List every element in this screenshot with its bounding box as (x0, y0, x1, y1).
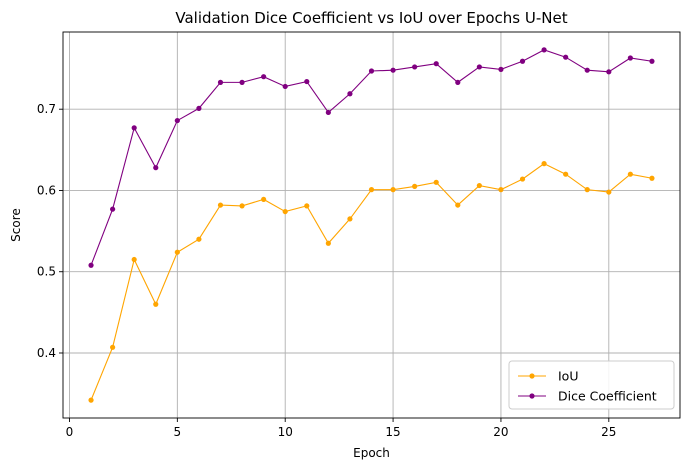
data-point-dice-coefficient (88, 262, 94, 268)
data-point-dice-coefficient (131, 125, 137, 131)
data-point-iou (368, 187, 375, 193)
series-iou (88, 161, 655, 403)
data-point-iou (217, 202, 224, 208)
data-point-dice-coefficient (412, 64, 418, 70)
data-point-iou (110, 344, 116, 350)
x-tick-label: 0 (66, 425, 74, 439)
x-tick-label: 25 (601, 425, 616, 439)
data-point-dice-coefficient (541, 47, 547, 53)
x-axis-title: Epoch (353, 446, 390, 460)
y-tick-label: 0.4 (37, 346, 56, 360)
legend-swatch-marker (529, 373, 535, 379)
data-point-iou (606, 189, 612, 195)
x-tick-label: 5 (174, 425, 182, 439)
data-point-iou (519, 176, 526, 182)
data-point-iou (325, 240, 331, 246)
y-tick-label: 0.5 (37, 265, 56, 279)
data-point-iou (584, 187, 590, 193)
data-point-iou (412, 183, 418, 189)
x-tick-label: 10 (278, 425, 293, 439)
data-point-dice-coefficient (390, 67, 396, 73)
y-tick-label: 0.7 (37, 102, 56, 116)
legend-box (508, 360, 675, 410)
legend: IoU Dice Coefficient (508, 360, 675, 410)
data-point-dice-coefficient (455, 79, 461, 85)
data-point-dice-coefficient (584, 67, 590, 73)
data-point-iou (239, 203, 245, 209)
data-point-iou (282, 208, 288, 215)
data-point-iou (476, 182, 482, 189)
data-point-dice-coefficient (347, 91, 353, 97)
data-point-dice-coefficient (174, 117, 180, 124)
data-point-iou (541, 161, 547, 167)
y-axis-title: Score (9, 208, 23, 242)
data-point-dice-coefficient (110, 206, 116, 212)
data-point-dice-coefficient (153, 165, 159, 171)
data-point-iou (174, 249, 180, 255)
data-point-iou (347, 216, 353, 222)
data-point-iou (131, 256, 137, 263)
data-point-dice-coefficient (261, 74, 267, 80)
data-point-iou (455, 202, 461, 208)
data-point-dice-coefficient (563, 54, 569, 60)
data-point-dice-coefficient (368, 68, 375, 74)
legend-label: IoU (558, 369, 578, 384)
data-point-iou (153, 301, 159, 307)
data-point-dice-coefficient (627, 55, 633, 61)
data-point-dice-coefficient (649, 58, 655, 64)
data-point-dice-coefficient (606, 69, 612, 75)
data-point-iou (433, 179, 439, 185)
data-point-iou (627, 171, 633, 177)
data-point-dice-coefficient (196, 105, 202, 111)
data-point-iou (498, 187, 504, 193)
axis-ticks: 0 5 10 15 20 25 0.4 0.5 0.6 0.7 (37, 102, 617, 439)
plot-area-frame (62, 31, 681, 419)
legend-item-dice-coefficient: Dice Coefficient (518, 389, 657, 404)
data-point-iou (261, 196, 267, 203)
data-point-dice-coefficient (239, 79, 245, 85)
data-point-iou (563, 171, 569, 177)
legend-item-iou: IoU (518, 369, 578, 384)
data-point-iou (88, 397, 94, 403)
data-point-dice-coefficient (282, 83, 288, 90)
grid-lines (63, 32, 680, 418)
data-point-dice-coefficient (304, 78, 310, 85)
data-point-iou (649, 175, 655, 181)
data-point-dice-coefficient (498, 66, 504, 72)
x-tick-label: 15 (385, 425, 400, 439)
data-point-dice-coefficient (325, 109, 331, 116)
data-point-iou (196, 236, 202, 242)
data-point-iou (304, 203, 310, 209)
chart-title: Validation Dice Coefficient vs IoU over … (175, 9, 567, 27)
data-point-dice-coefficient (476, 64, 482, 70)
legend-swatch-marker (529, 393, 535, 399)
data-point-dice-coefficient (433, 61, 439, 67)
data-point-dice-coefficient (217, 79, 224, 85)
series-dice-coefficient (88, 47, 655, 268)
y-tick-label: 0.6 (37, 183, 56, 197)
data-point-iou (390, 187, 396, 193)
legend-label: Dice Coefficient (558, 389, 657, 404)
series-layer (88, 47, 655, 403)
x-tick-label: 20 (493, 425, 508, 439)
data-point-dice-coefficient (519, 58, 526, 64)
